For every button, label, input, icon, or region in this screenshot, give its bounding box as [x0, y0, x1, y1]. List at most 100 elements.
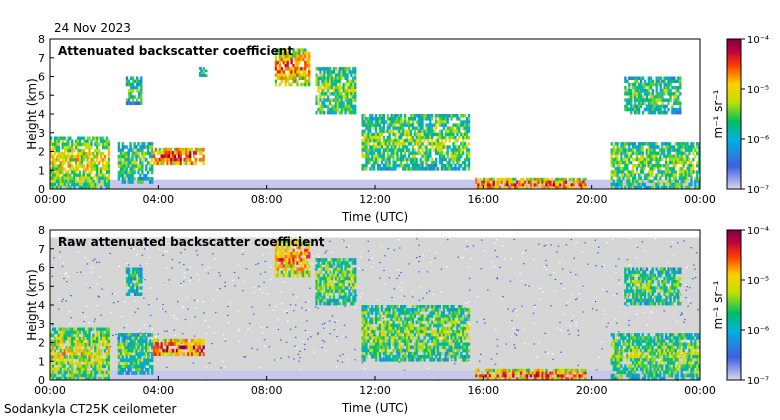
heatmap-cell-low-cloud-21 [651, 170, 654, 174]
heatmap-cell-low-cloud-21 [635, 185, 639, 190]
heatmap-cell-low-cloud-21 [616, 164, 619, 168]
heatmap-cell-mid-cloud-03 [136, 267, 139, 271]
heatmap-cell-boundary-layer-aerosol [63, 352, 66, 356]
surface-background [50, 179, 700, 189]
heatmap-cell-boundary-layer-aerosol [86, 161, 89, 165]
heatmap-cell-low-cloud-1 [137, 355, 140, 359]
heatmap-cell-descending-cloud [361, 145, 364, 149]
heatmap-cell-boundary-layer-aerosol [78, 327, 82, 331]
heatmap-cell-cloud-layer-04 [189, 342, 192, 346]
heatmap-cell-high-cloud-08 [292, 242, 295, 246]
heatmap-cell-high-cloud-22 [626, 104, 629, 109]
noise-pixel [238, 328, 241, 330]
heatmap-cell-high-cloud-22 [624, 76, 627, 80]
heatmap-cell-high-cloud-10 [329, 110, 332, 115]
heatmap-cell-low-cloud-21 [667, 160, 670, 165]
heatmap-cell-low-cloud-21 [622, 145, 625, 149]
noise-pixel [213, 332, 215, 334]
heatmap-cell-low-cloud-21 [616, 160, 619, 165]
noise-pixel [550, 244, 552, 246]
noise-pixel [465, 240, 467, 242]
heatmap-cell-descending-cloud [462, 114, 465, 118]
heatmap-cell-surface-layer-16 [527, 180, 531, 184]
heatmap-cell-descending-cloud [431, 139, 434, 143]
heatmap-cell-low-cloud-21 [690, 160, 693, 165]
heatmap-cell-high-cloud-22 [639, 89, 643, 93]
heatmap-cell-high-cloud-10 [344, 73, 347, 77]
heatmap-cell-boundary-layer-aerosol [59, 376, 62, 381]
heatmap-cell-high-cloud-10 [336, 283, 339, 287]
heatmap-cell-descending-cloud [429, 126, 432, 130]
heatmap-cell-high-cloud-08 [284, 261, 287, 265]
heatmap-cell-high-cloud-10 [338, 70, 341, 74]
noise-pixel [643, 312, 645, 314]
heatmap-cell-boundary-layer-aerosol [103, 376, 107, 381]
heatmap-cell-high-cloud-08 [276, 73, 280, 77]
heatmap-cell-mid-cloud-03 [129, 280, 133, 284]
heatmap-cell-low-cloud-1 [137, 358, 140, 363]
heatmap-cell-low-cloud-21 [670, 154, 674, 159]
heatmap-cell-boundary-layer-aerosol [69, 346, 72, 350]
heatmap-cell-low-cloud-21 [624, 145, 627, 149]
heatmap-cell-low-cloud-21 [655, 154, 658, 159]
heatmap-cell-high-cloud-10 [348, 92, 351, 96]
noise-pixel [259, 367, 261, 369]
heatmap-cell-high-cloud-10 [336, 76, 339, 80]
heatmap-cell-high-cloud-10 [329, 76, 332, 80]
y-tick-label: 2 [38, 146, 45, 159]
heatmap-cell-boundary-layer-aerosol [57, 142, 60, 147]
heatmap-cell-surface-layer-16 [568, 186, 571, 190]
heatmap-cell-low-cloud-1 [151, 355, 154, 359]
heatmap-cell-descending-cloud [371, 167, 374, 171]
noise-pixel [286, 312, 288, 314]
heatmap-cell-high-cloud-10 [350, 70, 353, 74]
heatmap-cell-high-cloud-22 [671, 85, 674, 90]
heatmap-cell-low-cloud-21 [653, 151, 656, 155]
heatmap-cell-cloud-layer-04 [158, 348, 161, 353]
heatmap-cell-descending-cloud [415, 167, 418, 171]
heatmap-cell-descending-cloud [367, 326, 370, 331]
noise-pixel [299, 350, 301, 352]
heatmap-cell-descending-cloud [458, 160, 461, 165]
heatmap-cell-high-cloud-08 [292, 258, 295, 262]
heatmap-cell-high-cloud-08 [298, 67, 301, 71]
heatmap-cell-boundary-layer-aerosol [80, 148, 84, 153]
heatmap-cell-descending-cloud [361, 345, 364, 350]
heatmap-cell-descending-cloud [465, 132, 469, 137]
heatmap-cell-low-cloud-21 [655, 145, 658, 149]
heatmap-cell-descending-cloud [378, 167, 382, 171]
heatmap-cell-descending-cloud [400, 126, 403, 130]
heatmap-cell-boundary-layer-aerosol [55, 346, 59, 350]
noise-pixel [575, 321, 578, 323]
heatmap-cell-descending-cloud [429, 114, 432, 118]
heatmap-cell-boundary-layer-aerosol [67, 142, 70, 147]
heatmap-cell-high-cloud-22 [659, 92, 662, 96]
heatmap-cell-low-cloud-1 [131, 154, 134, 159]
heatmap-cell-low-cloud-1 [149, 154, 152, 159]
noise-pixel [575, 242, 577, 244]
heatmap-cell-cloud-layer-04 [154, 342, 158, 346]
heatmap-cell-descending-cloud [375, 154, 378, 159]
noise-pixel [618, 258, 620, 260]
heatmap-cell-low-cloud-1 [151, 145, 154, 149]
heatmap-cell-low-cloud-21 [678, 148, 681, 152]
heatmap-cell-descending-cloud [415, 151, 418, 155]
heatmap-cell-high-cloud-22 [641, 98, 645, 102]
heatmap-cell-descending-cloud [456, 148, 459, 152]
heatmap-cell-surface-layer-16 [564, 177, 568, 181]
heatmap-cell-descending-cloud [411, 117, 415, 121]
heatmap-cell-boundary-layer-aerosol [100, 170, 103, 174]
noise-pixel [51, 275, 54, 277]
heatmap-cell-high-cloud-08 [298, 245, 301, 250]
heatmap-cell-low-cloud-1 [151, 342, 154, 347]
heatmap-cell-low-cloud-21 [633, 151, 637, 155]
heatmap-cell-boundary-layer-aerosol [80, 364, 84, 369]
noise-pixel [84, 316, 86, 318]
heatmap-cell-high-cloud-08 [282, 239, 285, 243]
noise-pixel [196, 254, 199, 256]
heatmap-cell-high-cloud-10 [329, 276, 332, 281]
noise-pixel [272, 309, 275, 311]
heatmap-cell-mid-cloud-03 [125, 292, 129, 296]
heatmap-cell-mid-cloud-03 [134, 79, 137, 84]
heatmap-cell-surface-layer-16 [512, 183, 515, 187]
